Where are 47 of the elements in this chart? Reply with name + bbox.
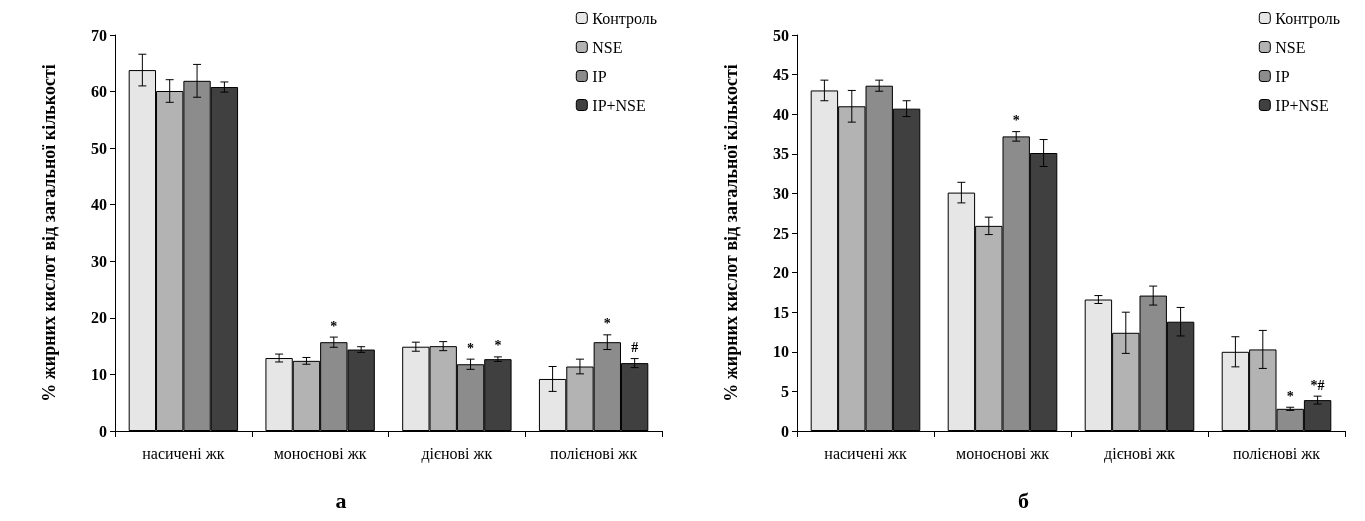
x-tick-label: полієнові жк	[1232, 444, 1321, 462]
data-label: *	[330, 318, 338, 334]
x-tick-label: дієнові жк	[1104, 444, 1176, 463]
y-tick-label: 50	[91, 139, 107, 157]
y-tick-label: 35	[773, 145, 789, 163]
y-tick-label: 60	[91, 83, 107, 101]
y-tick-label: 20	[773, 264, 789, 282]
x-tick-label: дієнові жк	[421, 444, 493, 463]
legend-label: IP+NSE	[1275, 96, 1329, 114]
data-label: #	[631, 340, 639, 356]
y-tick-label: 30	[91, 252, 107, 270]
data-label: *	[494, 338, 502, 354]
legend-label: Контроль	[592, 9, 658, 28]
x-tick-label: насичені жк	[142, 444, 225, 462]
data-label: *	[1286, 388, 1294, 404]
legend-label: NSE	[1275, 38, 1306, 56]
y-tick-label: 0	[781, 422, 789, 440]
y-tick-label: 25	[773, 224, 789, 242]
y-tick-label: 70	[91, 26, 107, 44]
y-tick-label: 5	[781, 382, 789, 400]
data-label: *	[603, 316, 611, 332]
y-tick-label: 40	[91, 196, 107, 214]
y-tick-label: 30	[773, 184, 789, 202]
legend-label: NSE	[592, 38, 623, 56]
y-tick-label: 45	[773, 66, 789, 84]
y-tick-label: 50	[773, 26, 789, 44]
legend-label: Контроль	[1275, 9, 1341, 28]
x-tick-label: полієнові жк	[550, 444, 638, 462]
y-tick-label: 10	[773, 343, 789, 361]
legend-label: IP+NSE	[592, 96, 646, 114]
data-label: *#	[1310, 377, 1325, 393]
y-axis-title: % жирних кислот від загальної кількості	[721, 64, 741, 402]
x-tick-label: моноєнові жк	[273, 444, 367, 462]
y-axis-title: % жирних кислот від загальної кількості	[39, 64, 59, 402]
y-tick-label: 20	[91, 309, 107, 327]
y-tick-label: 10	[91, 365, 107, 383]
text: а	[335, 487, 347, 513]
y-tick-label: 15	[773, 303, 789, 321]
legend-label: IP	[1275, 67, 1290, 85]
text: б	[1018, 487, 1029, 513]
x-tick-label: моноєнові жк	[956, 444, 1050, 462]
data-label: *	[467, 340, 475, 356]
data-label: *	[1012, 113, 1020, 129]
x-tick-label: насичені жк	[824, 444, 907, 462]
y-tick-label: 40	[773, 105, 789, 123]
y-tick-label: 0	[99, 422, 107, 440]
legend-label: IP	[592, 67, 607, 85]
